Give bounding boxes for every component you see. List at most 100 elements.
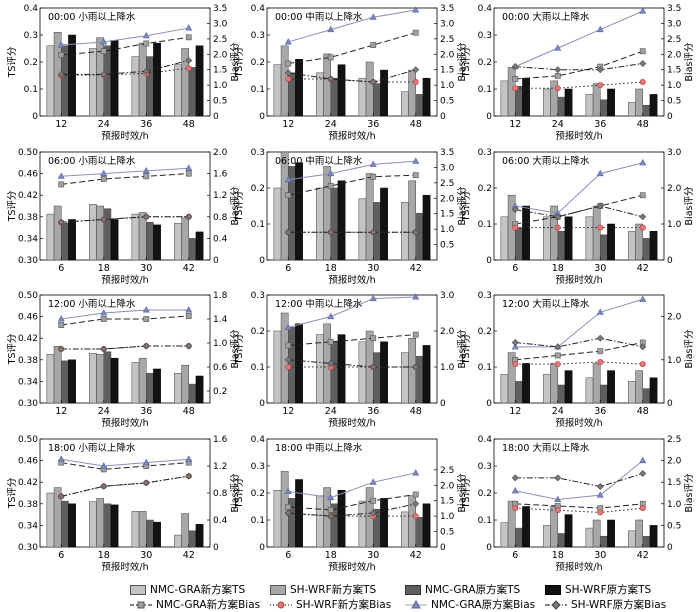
bias-marker xyxy=(100,309,108,316)
bar xyxy=(522,205,530,261)
bias-marker xyxy=(185,472,193,480)
bias-marker xyxy=(100,462,108,469)
bar xyxy=(635,88,643,117)
panel-11: 0 0.1 0.2 0.3 0.4 0 0.5 1.0 1.5 2.0 2.5 6 18 30 42 预报时效… xyxy=(234,435,468,573)
bias-marker xyxy=(100,169,108,177)
bias-marker xyxy=(412,228,420,236)
bias-tick-label: 1.0 xyxy=(213,81,228,91)
bias-marker xyxy=(327,512,335,520)
bar xyxy=(61,500,69,548)
bias-marker xyxy=(639,224,646,231)
bias-tick-label: 2.0 xyxy=(440,50,455,60)
x-axis-label: 预报时效/h xyxy=(555,417,602,429)
bias-marker xyxy=(639,456,647,464)
bias-marker xyxy=(511,474,519,482)
bias-line xyxy=(61,475,189,497)
bias-marker xyxy=(142,67,150,75)
bar xyxy=(195,524,204,548)
x-tick-label: 36 xyxy=(367,119,379,130)
bias-line xyxy=(515,205,643,218)
bias-tick-label: 2.5 xyxy=(213,35,227,45)
bar xyxy=(649,230,658,261)
bias-marker xyxy=(554,343,562,351)
bias-line xyxy=(515,503,643,509)
bias-marker xyxy=(597,224,604,231)
bias-tick-label: 3.0 xyxy=(440,163,455,173)
bar xyxy=(96,498,105,548)
bar xyxy=(138,42,147,117)
ts-axis-label: TS评分 xyxy=(234,477,245,509)
bias-marker xyxy=(57,455,65,462)
bar xyxy=(380,187,388,261)
ts-tick-label: 0.4 xyxy=(478,4,493,14)
bias-line xyxy=(61,462,189,470)
bias-line xyxy=(515,473,643,488)
bar xyxy=(415,355,424,404)
ts-tick-label: 0.1 xyxy=(251,220,265,230)
bar xyxy=(401,91,409,117)
panel-12: 0 0.1 0.2 0.3 0.4 0 0.5 1.0 1.5 2.0 2.5 6 18 30 42 预报时效… xyxy=(461,435,695,573)
bar xyxy=(174,534,182,548)
bar xyxy=(195,375,204,404)
bias-tick-label: 1.4 xyxy=(213,315,228,325)
bar xyxy=(564,216,573,261)
bar xyxy=(557,384,566,404)
ts-tick-label: 0.1 xyxy=(24,85,38,95)
bar xyxy=(330,341,339,404)
panel-title: 12:00 小雨以上降水 xyxy=(48,298,136,310)
bias-tick-label: 0.5 xyxy=(440,97,454,107)
bar xyxy=(564,88,573,117)
x-tick-label: 12 xyxy=(282,119,294,130)
ts-tick-label: 0.3 xyxy=(251,291,265,301)
bias-marker xyxy=(512,76,519,82)
bias-marker xyxy=(100,316,107,322)
bar xyxy=(415,517,424,548)
ts-tick-label: 0 xyxy=(259,543,265,553)
x-tick-label: 24 xyxy=(325,406,337,417)
bias-tick-label: 0 xyxy=(667,256,673,266)
bar xyxy=(316,495,324,548)
bias-tick-label: 0 xyxy=(213,256,219,266)
ts-tick-label: 0.2 xyxy=(478,184,492,194)
bias-tick-label: 1.0 xyxy=(667,356,682,366)
panel-title: 18:00 中雨以上降水 xyxy=(275,442,363,454)
bias-line xyxy=(288,32,416,65)
panel-3: 0 0.1 0.2 0.3 0.4 0 0.5 1.0 1.5 2.0 2.5 3.0 3.5 12 24 3… xyxy=(461,4,695,142)
ts-tick-label: 0.30 xyxy=(18,543,38,553)
bar xyxy=(110,504,119,548)
bar xyxy=(89,353,97,404)
bias-marker xyxy=(327,507,334,513)
bar xyxy=(415,212,424,261)
bar xyxy=(61,223,69,261)
bias-marker xyxy=(142,213,150,221)
bias-line xyxy=(288,174,416,196)
bias-marker xyxy=(639,361,646,368)
bias-tick-label: 1.5 xyxy=(667,66,681,76)
bar xyxy=(515,381,523,404)
bar xyxy=(96,205,105,261)
bias-marker xyxy=(369,509,377,517)
bar xyxy=(146,221,154,261)
bias-tick-label: 2.0 xyxy=(440,194,455,204)
ts-tick-label: 0 xyxy=(486,256,492,266)
bar xyxy=(585,94,594,117)
bar xyxy=(96,354,105,404)
x-tick-label: 12 xyxy=(509,406,521,417)
ts-axis-label: TS评分 xyxy=(461,333,472,365)
bar xyxy=(642,388,651,404)
bar xyxy=(543,88,551,117)
bar xyxy=(280,151,289,261)
bias-marker xyxy=(185,213,193,221)
bias-marker xyxy=(412,6,420,13)
ts-axis-label: TS评分 xyxy=(7,477,18,509)
bias-marker xyxy=(369,478,377,485)
bar xyxy=(295,323,303,404)
bias-marker xyxy=(284,323,292,330)
bias-tick-label: 1.5 xyxy=(667,478,681,488)
bar xyxy=(146,373,154,404)
bar xyxy=(131,362,140,404)
bias-marker xyxy=(327,359,335,367)
bar xyxy=(642,104,651,117)
ts-tick-label: 0.30 xyxy=(18,256,38,266)
bias-tick-label: 0.5 xyxy=(667,521,681,531)
